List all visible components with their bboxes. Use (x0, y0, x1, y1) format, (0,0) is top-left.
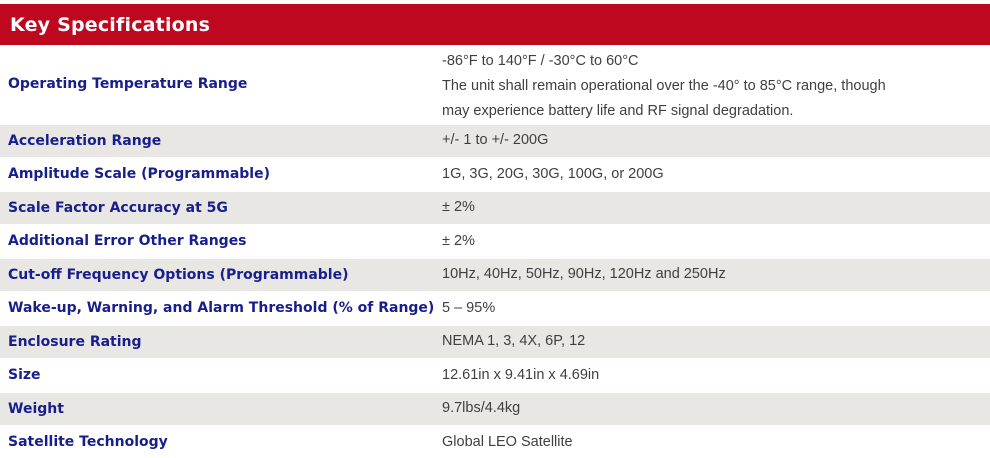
spec-label: Wake-up, Warning, and Alarm Threshold (%… (8, 300, 435, 317)
specifications-table: Operating Temperature Range -86°F to 140… (0, 45, 990, 458)
spec-row-additional-error: Additional Error Other Ranges ± 2% (0, 225, 990, 259)
spec-label: Operating Temperature Range (8, 76, 248, 92)
spec-row-weight: Weight 9.7lbs/4.4kg (0, 393, 990, 427)
spec-value: ± 2% (442, 199, 475, 216)
spec-label: Amplitude Scale (Programmable) (8, 166, 270, 183)
spec-row-scale-factor-accuracy: Scale Factor Accuracy at 5G ± 2% (0, 192, 990, 226)
spec-value: NEMA 1, 3, 4X, 6P, 12 (442, 333, 586, 350)
section-title: Key Specifications (10, 13, 211, 36)
spec-label: Cut-off Frequency Options (Programmable) (8, 266, 349, 283)
spec-row-acceleration-range: Acceleration Range +/- 1 to +/- 200G (0, 125, 990, 159)
spec-row-wakeup-threshold: Wake-up, Warning, and Alarm Threshold (%… (0, 292, 990, 326)
spec-value: 1G, 3G, 20G, 30G, 100G, or 200G (442, 165, 664, 182)
spec-label: Acceleration Range (8, 132, 162, 149)
spec-label: Scale Factor Accuracy at 5G (8, 199, 228, 216)
spec-value-note: The unit shall remain operational over t… (442, 78, 886, 119)
spec-value: Global LEO Satellite (442, 433, 573, 450)
spec-value-primary: -86°F to 140°F / -30°C to 60°C (442, 53, 639, 69)
spec-row-operating-temperature: Operating Temperature Range -86°F to 140… (0, 45, 990, 125)
spec-label: Weight (8, 400, 64, 417)
spec-label: Enclosure Rating (8, 333, 142, 350)
spec-label: Size (8, 367, 41, 384)
spec-value: 9.7lbs/4.4kg (442, 400, 521, 417)
spec-value: 12.61in x 9.41in x 4.69in (442, 366, 600, 383)
spec-value: ± 2% (442, 232, 475, 249)
spec-row-satellite-technology: Satellite Technology Global LEO Satellit… (0, 426, 990, 458)
spec-value: 10Hz, 40Hz, 50Hz, 90Hz, 120Hz and 250Hz (442, 266, 726, 283)
spec-row-size: Size 12.61in x 9.41in x 4.69in (0, 359, 990, 393)
spec-row-cutoff-frequency: Cut-off Frequency Options (Programmable)… (0, 259, 990, 293)
spec-value: 5 – 95% (442, 299, 496, 316)
spec-value: -86°F to 140°F / -30°C to 60°C The unit … (440, 45, 990, 123)
spec-value: +/- 1 to +/- 200G (442, 132, 549, 149)
spec-row-amplitude-scale: Amplitude Scale (Programmable) 1G, 3G, 2… (0, 158, 990, 192)
spec-label: Additional Error Other Ranges (8, 233, 247, 250)
section-header-bar: Key Specifications (0, 4, 990, 45)
spec-row-enclosure-rating: Enclosure Rating NEMA 1, 3, 4X, 6P, 12 (0, 326, 990, 360)
spec-label: Satellite Technology (8, 434, 168, 451)
